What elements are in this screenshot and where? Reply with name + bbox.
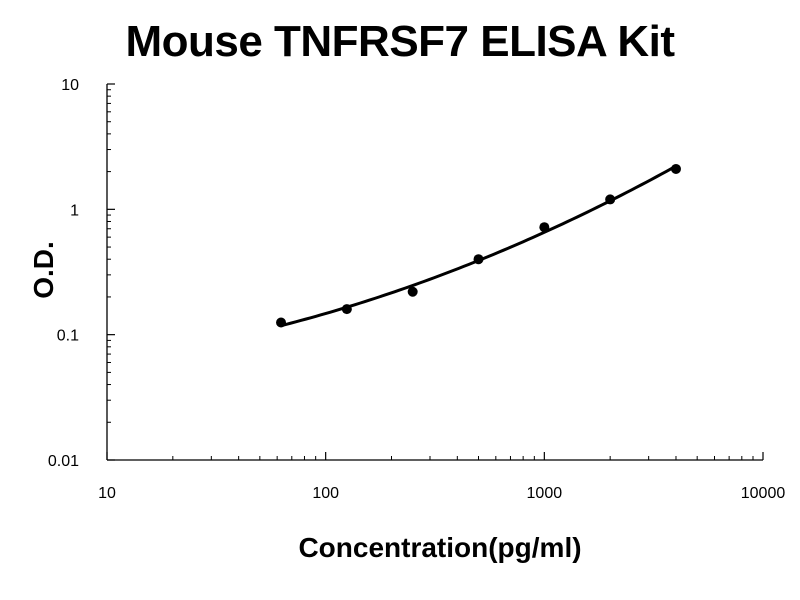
y-tick-label: 0.01 bbox=[48, 453, 79, 470]
y-tick-label: 10 bbox=[61, 77, 79, 94]
y-tick-label: 1 bbox=[70, 202, 79, 219]
fit-curve bbox=[280, 164, 677, 328]
x-tick-label: 100 bbox=[312, 485, 339, 502]
x-tick-label: 1000 bbox=[527, 485, 563, 502]
chart-title: Mouse TNFRSF7 ELISA Kit bbox=[125, 17, 675, 66]
x-tick-label: 10000 bbox=[741, 485, 786, 502]
data-point bbox=[407, 286, 418, 297]
data-point bbox=[670, 163, 681, 174]
data-point bbox=[539, 222, 550, 233]
data-point bbox=[473, 254, 484, 265]
x-axis-title: Concentration(pg/ml) bbox=[298, 532, 582, 563]
data-point bbox=[341, 304, 352, 315]
y-tick-label: 0.1 bbox=[57, 328, 79, 345]
data-point bbox=[605, 194, 616, 205]
data-point bbox=[276, 317, 287, 328]
x-tick-label: 10 bbox=[98, 485, 116, 502]
